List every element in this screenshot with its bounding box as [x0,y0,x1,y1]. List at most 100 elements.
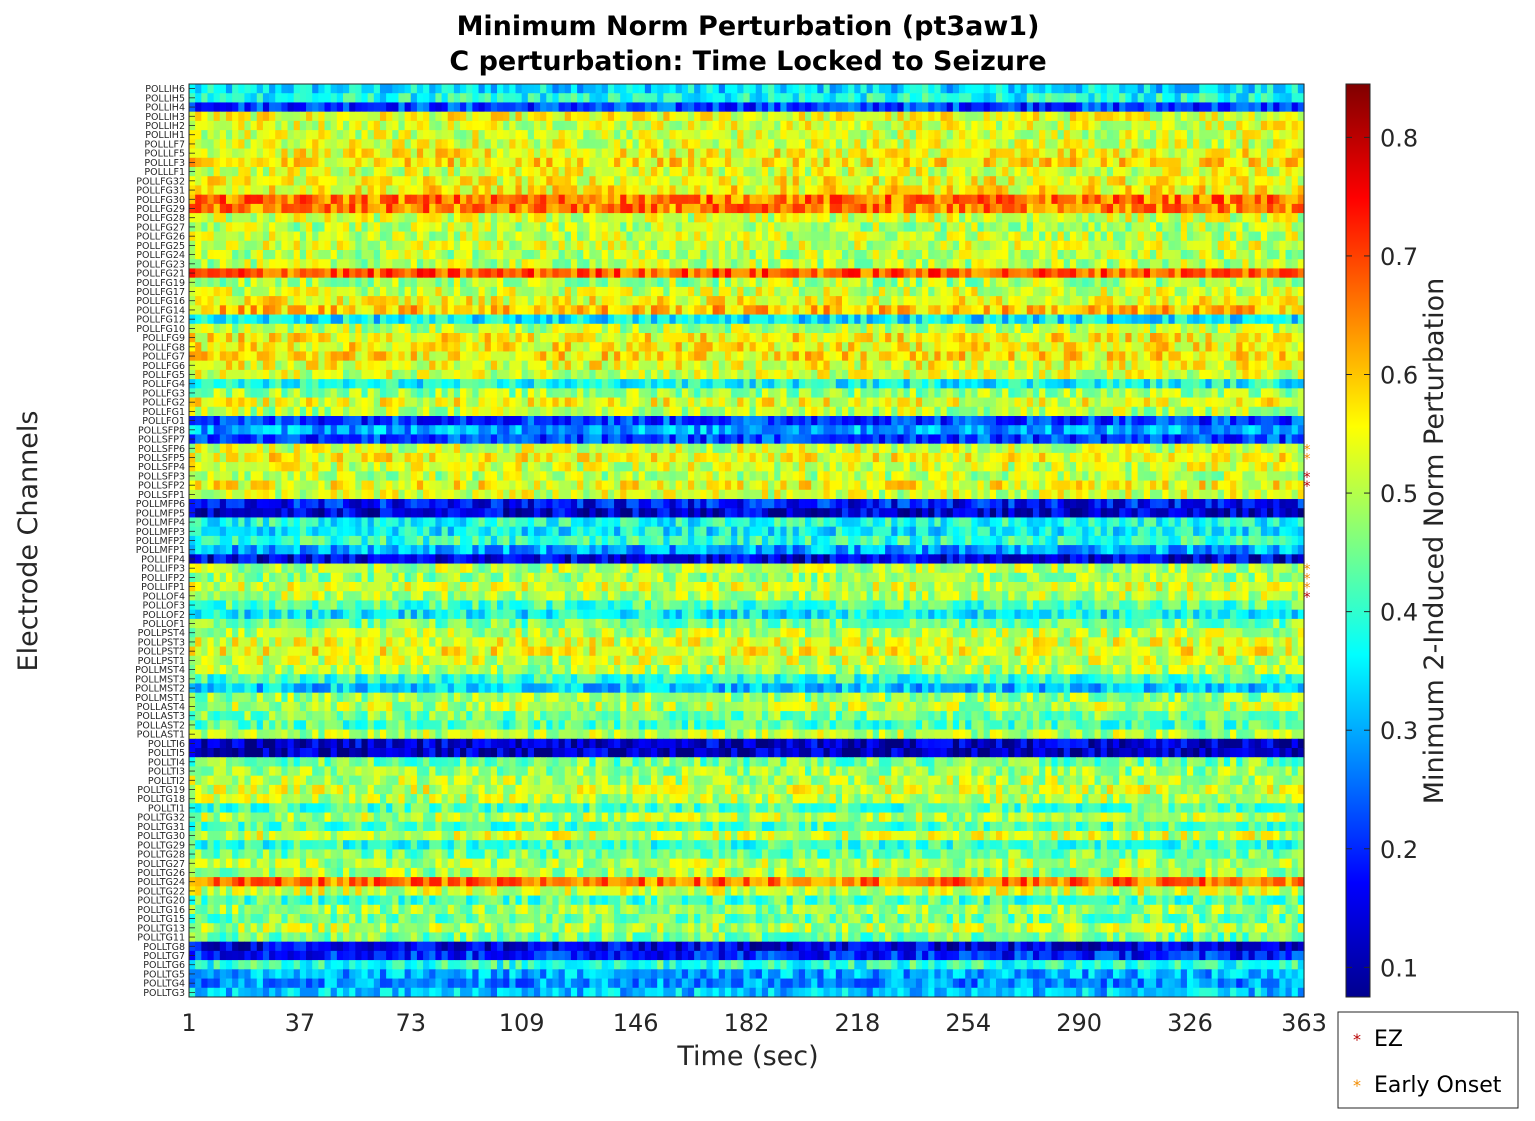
heatmap-cell [651,167,658,177]
heatmap-cell [447,194,455,205]
heatmap-cell [275,296,282,306]
heatmap-cell [1205,84,1213,94]
heatmap-cell [811,259,818,269]
heatmap-cell [392,259,400,269]
heatmap-cell [1100,250,1108,260]
heatmap-cell [798,157,806,168]
heatmap-cell [1020,259,1028,269]
heatmap-cell [1063,120,1071,131]
heatmap-cell [558,84,566,94]
heatmap-cell [712,231,720,242]
heatmap-cell [749,167,757,177]
heatmap-cell [1026,157,1034,168]
heatmap-cell [768,102,775,113]
heatmap-cell [256,314,264,325]
heatmap-cell [1008,130,1016,140]
heatmap-cell [281,176,289,186]
heatmap-cell [595,222,603,232]
heatmap-cell [515,268,523,279]
heatmap-cell [712,93,720,103]
heatmap-cell [1149,277,1157,288]
heatmap-cell [527,120,535,131]
heatmap-cell [1106,305,1114,315]
heatmap-cell [749,120,757,131]
heatmap-cell [700,213,708,223]
heatmap-cell [687,194,695,205]
heatmap-cell [965,111,972,122]
heatmap-cell [712,148,720,159]
heatmap-cell [1199,222,1207,232]
heatmap-cell [1082,120,1089,131]
heatmap-cell [620,296,627,306]
heatmap-cell [503,176,510,186]
heatmap-cell [712,176,720,186]
heatmap-cell [343,167,350,177]
heatmap-cell [306,231,313,242]
heatmap-cell [743,268,751,279]
heatmap-cell [373,259,381,269]
heatmap-cell [959,250,966,260]
heatmap-cell [577,157,584,168]
heatmap-cell [392,333,400,343]
heatmap-cell [232,120,239,131]
heatmap-cell [1094,213,1102,223]
heatmap-cell [195,148,202,159]
heatmap-cell [989,157,997,168]
heatmap-cell [848,323,855,334]
heatmap-cell [681,259,689,269]
heatmap-cell [410,176,418,186]
heatmap-cell [527,277,535,288]
heatmap-cell [1137,296,1145,306]
heatmap-cell [952,167,960,177]
heatmap-cell [1273,120,1280,131]
heatmap-cell [1254,314,1262,325]
heatmap-cell [509,259,517,269]
heatmap-cell [1217,213,1225,223]
heatmap-cell [632,139,640,149]
heatmap-cell [607,139,615,149]
heatmap-cell [1045,222,1053,232]
heatmap-cell [398,286,406,297]
heatmap-cell [946,176,954,186]
heatmap-cell [848,296,855,306]
heatmap-cell [620,157,627,168]
heatmap-cell [269,185,276,196]
heatmap-cell [503,314,510,325]
heatmap-cell [669,259,677,269]
heatmap-cell [1230,314,1237,325]
heatmap-cell [743,157,751,168]
heatmap-cell [460,102,467,113]
heatmap-cell [848,305,855,315]
heatmap-cell [724,167,732,177]
heatmap-cell [952,157,960,168]
heatmap-cell [595,323,603,334]
heatmap-cell [324,203,332,214]
heatmap-cell [262,185,270,196]
heatmap-cell [878,130,886,140]
heatmap-cell [583,296,591,306]
heatmap-cell [595,203,603,214]
heatmap-cell [792,148,800,159]
heatmap-cell [1032,176,1040,186]
heatmap-cell [1082,194,1089,205]
heatmap-cell [416,240,424,251]
heatmap-cell [1217,139,1225,149]
heatmap-cell [681,250,689,260]
heatmap-cell [355,120,363,131]
heatmap-cell [453,213,461,223]
heatmap-cell [1057,296,1065,306]
heatmap-cell [521,176,529,186]
heatmap-cell [577,102,584,113]
heatmap-cell [669,323,677,334]
heatmap-cell [219,314,227,325]
heatmap-cell [1057,176,1065,186]
heatmap-cell [928,176,935,186]
heatmap-cell [620,194,627,205]
heatmap-cell [564,333,572,343]
heatmap-cell [737,111,745,122]
heatmap-cell [1279,259,1287,269]
heatmap-cell [835,194,843,205]
heatmap-cell [509,268,517,279]
heatmap-cell [737,296,745,306]
heatmap-cell [336,333,344,343]
